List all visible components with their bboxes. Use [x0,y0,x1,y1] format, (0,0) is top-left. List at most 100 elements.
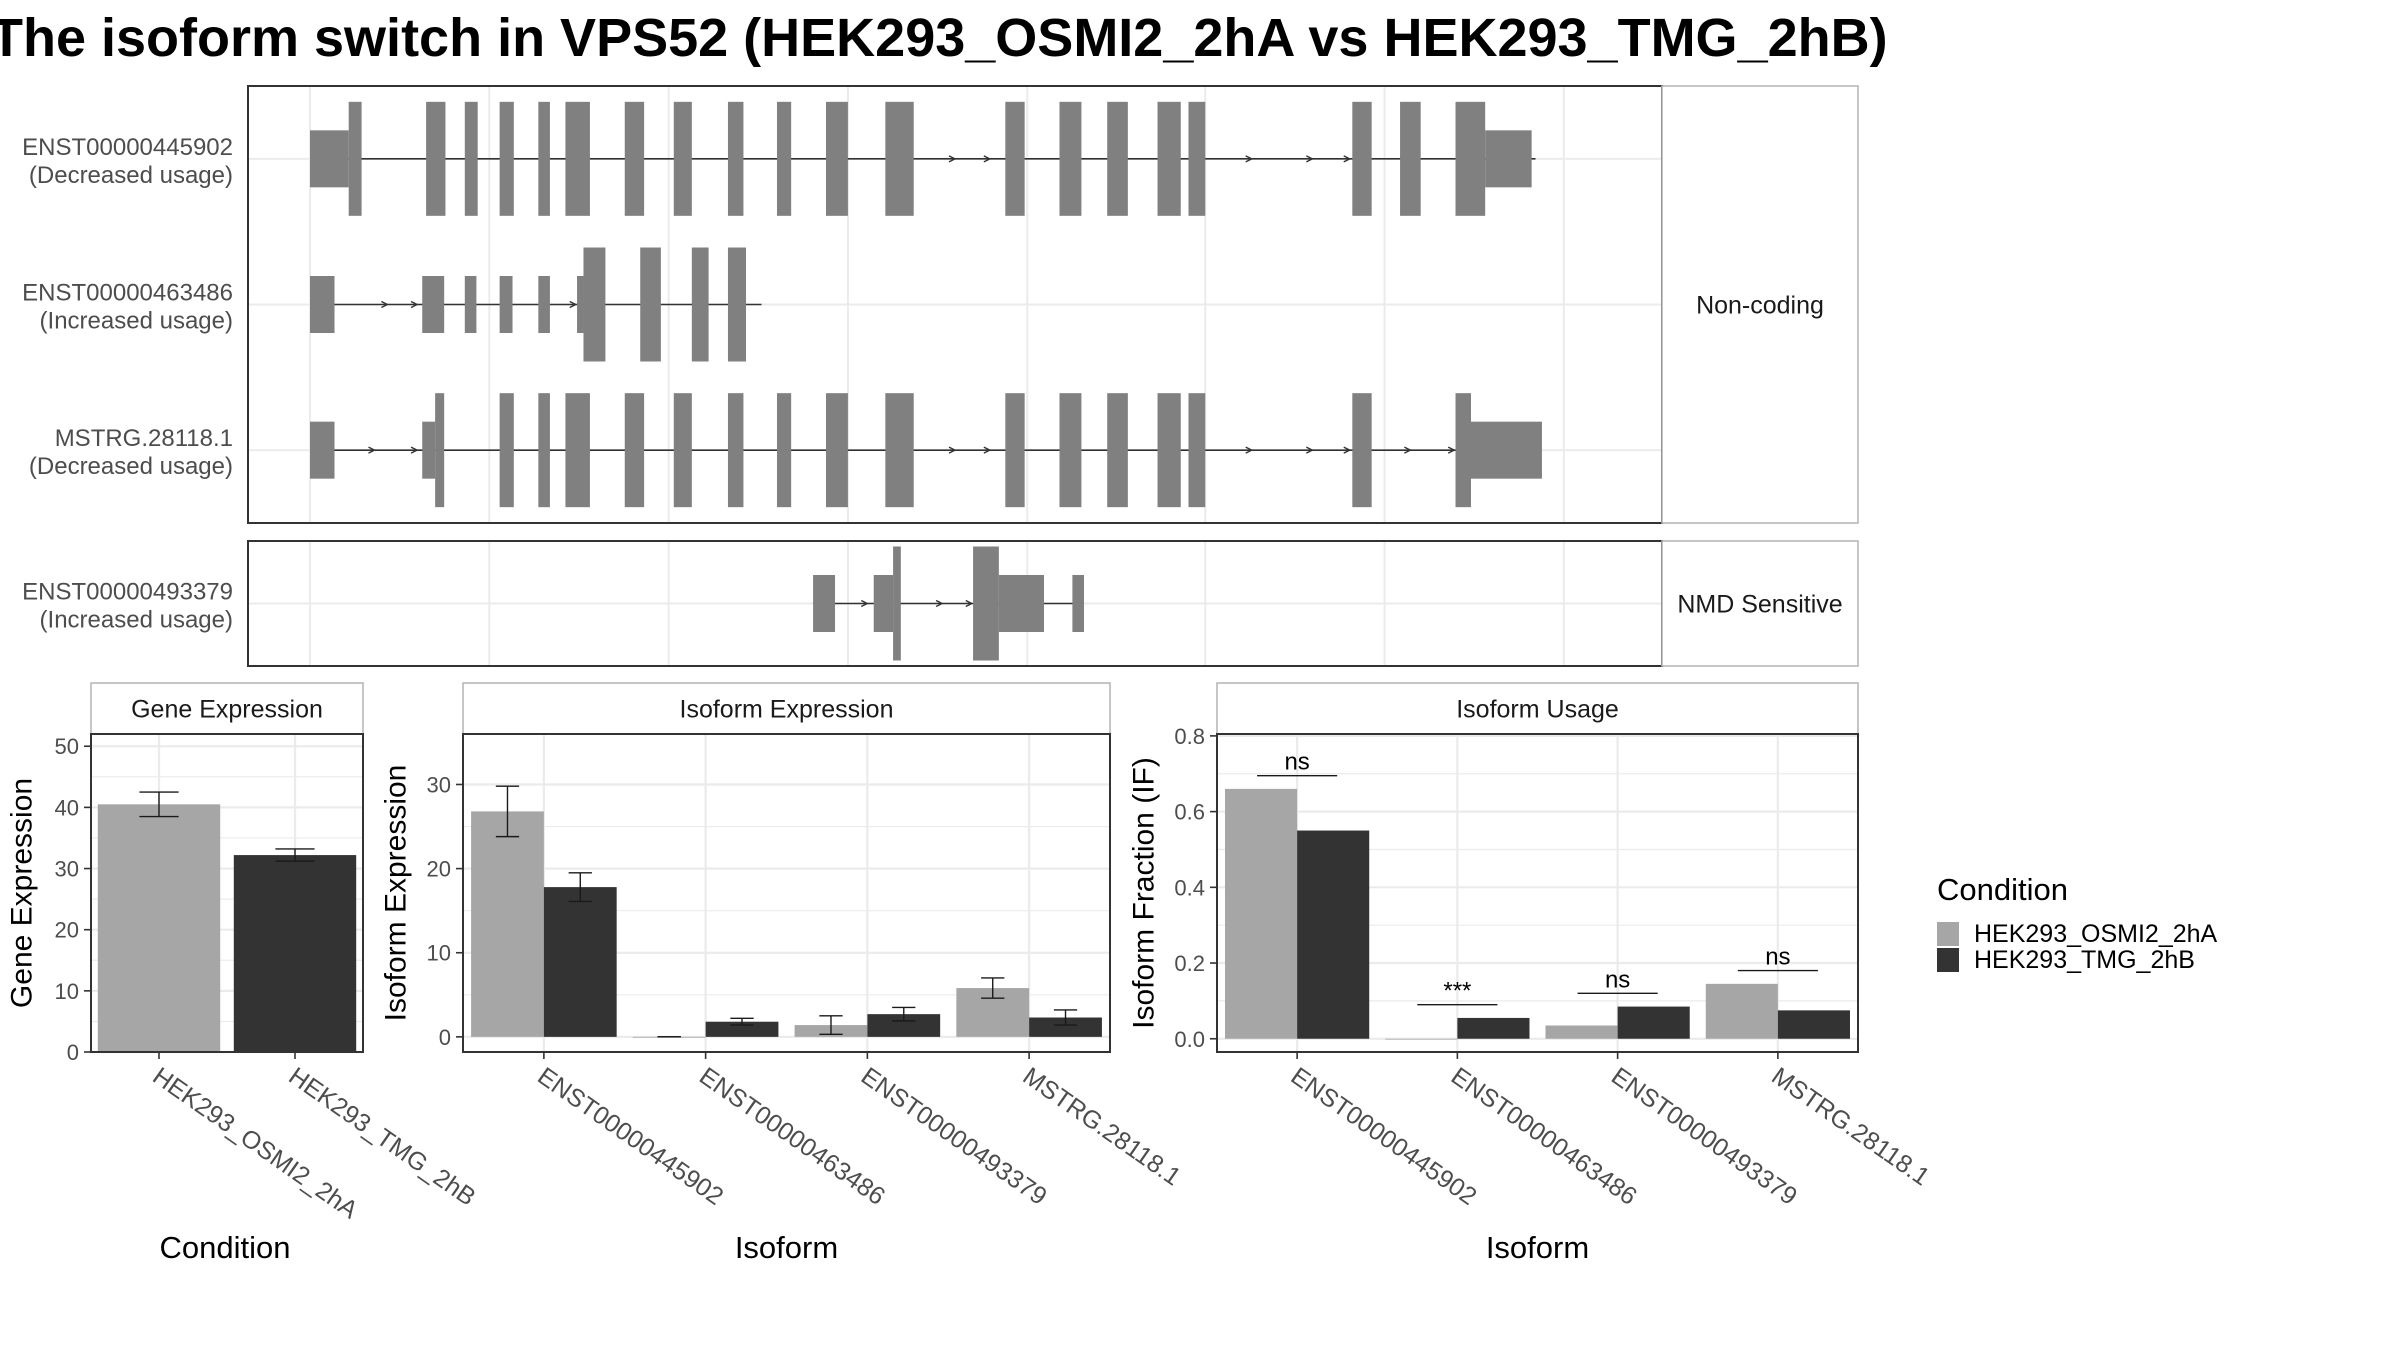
transcript-usage-label: (Decreased usage) [29,162,233,189]
figure-title: The isoform switch in VPS52 (HEK293_OSMI… [0,8,1888,68]
exon-block [673,393,692,508]
exon-block [499,276,513,333]
y-axis-title: Isoform Fraction (IF) [1128,757,1161,1029]
exon-block [348,101,362,216]
exon-block [776,393,792,508]
exon-block [1072,575,1084,632]
y-axis-title: Gene Expression [6,778,39,1008]
exon-block [464,276,477,333]
category-strip-label: Non-coding [1696,292,1824,320]
significance-label: ns [1284,749,1309,776]
exon-block [673,101,692,216]
exon-block [1157,101,1181,216]
strand-arrow [569,300,578,309]
category-strip [1661,85,1859,524]
y-tick-label: 50 [55,734,79,759]
exon-block [1400,101,1421,216]
exon-block [640,247,661,362]
strand-arrow [410,446,419,454]
exon-block [691,247,709,362]
legend-swatch [1937,948,1959,972]
exon-block [1188,101,1206,216]
exon-block [1455,101,1486,216]
exon-block [565,101,590,216]
bar [1705,983,1778,1039]
transcript-id-label: ENST00000463486 [22,280,233,307]
y-tick-label: 0 [67,1040,79,1065]
strand-arrow [1447,446,1456,454]
bar [1777,1010,1850,1039]
legend-item-label: HEK293_TMG_2hB [1974,946,2195,974]
significance-label: *** [1443,978,1471,1005]
x-axis-title: Condition [160,1230,291,1265]
exon-block [826,393,848,508]
strand-arrow [1306,446,1314,454]
exon-block [1107,393,1128,508]
exon-block [1059,101,1082,216]
x-axis-title: Isoform [735,1230,838,1265]
strand-arrow [983,446,992,454]
bar [1029,1017,1102,1037]
exon-block [426,101,446,216]
transcript-structure-plot: ENST00000445902(Decreased usage)ENST0000… [22,85,1859,667]
exon-block [624,101,645,216]
exon-block [1157,393,1181,508]
x-tick-label: MSTRG.28118.1 [1766,1062,1934,1191]
strand-arrow [935,599,944,608]
strand-arrow [1306,155,1314,163]
facet-strip [90,682,364,735]
x-axis-title: Isoform [1486,1230,1589,1265]
strand-arrow [1343,446,1352,454]
legend-swatch [1937,922,1959,946]
exon-block [1471,421,1542,479]
bar [1297,830,1370,1039]
exon-block [826,101,848,216]
exon-block [624,393,645,508]
y-tick-label: 40 [55,795,79,820]
strand-arrow [381,300,389,309]
exon-block [435,393,445,508]
strand-arrow [948,446,957,454]
exon-block [727,247,747,362]
exon-block [422,276,445,333]
transcript-usage-label: (Increased usage) [40,308,233,335]
bar [1385,1038,1458,1040]
strand-arrow [860,599,869,608]
y-tick-label: 0.2 [1174,951,1205,976]
bar [1225,788,1298,1039]
exon-block [1188,393,1206,508]
y-tick-label: 0 [439,1025,451,1050]
significance-label: ns [1605,966,1630,993]
exon-block [1352,393,1372,508]
y-tick-label: 20 [427,857,451,882]
exon-block [565,393,590,508]
bar [867,1014,941,1037]
exon-block [727,101,744,216]
exon-block [893,546,901,661]
exon-block [1352,101,1372,216]
category-strip [1661,540,1859,667]
exon-block [1107,101,1128,216]
category-strip-label: NMD Sensitive [1677,591,1842,619]
exon-block [973,546,999,661]
strand-arrow [410,300,419,309]
transcript-id-label: ENST00000493379 [22,579,233,606]
exon-block [310,421,335,479]
y-tick-label: 0.8 [1174,724,1205,749]
bar [1545,1025,1618,1039]
exon-block [422,421,436,479]
exon-block [499,101,514,216]
plot-border [462,733,1111,1053]
bar [1457,1017,1530,1039]
exon-block [885,393,914,508]
exon-block [310,130,349,188]
strand-arrow [1404,446,1412,454]
bar [543,887,617,1037]
bar [1617,1006,1690,1039]
strand-arrow [1245,446,1254,454]
legend-item-label: HEK293_OSMI2_2hA [1974,920,2218,948]
exon-block [538,393,550,508]
exon-block [1005,101,1025,216]
strand-arrow [965,599,974,608]
